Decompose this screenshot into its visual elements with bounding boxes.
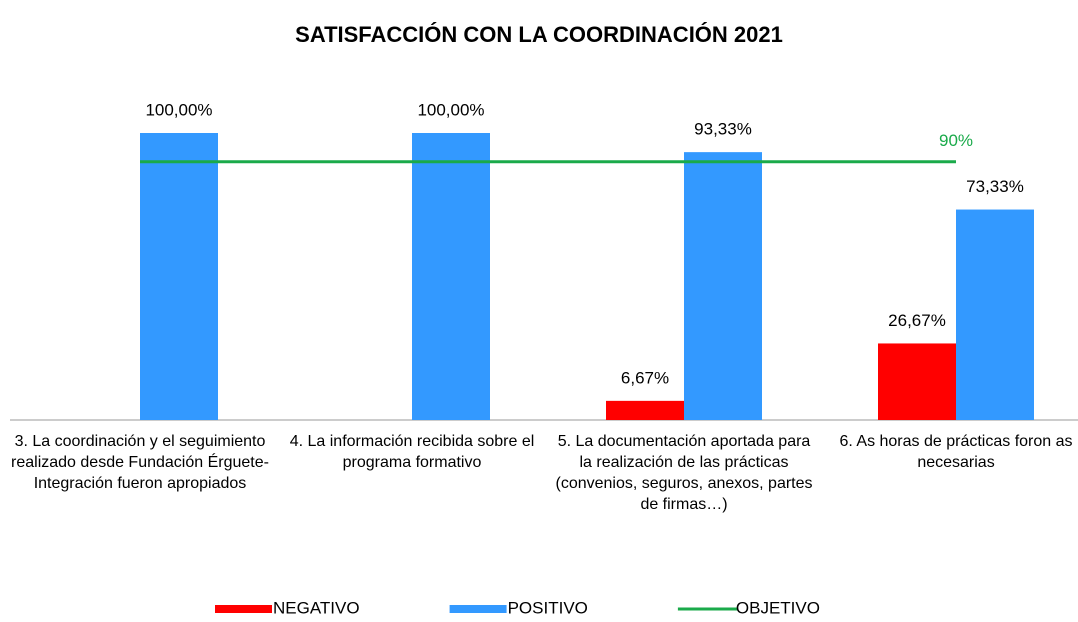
bar bbox=[412, 133, 490, 420]
data-label: 100,00% bbox=[417, 100, 484, 119]
chart-title: SATISFACCIÓN CON LA COORDINACIÓN 2021 bbox=[295, 22, 783, 47]
legend-label: OBJETIVO bbox=[736, 598, 820, 617]
data-label: 73,33% bbox=[966, 177, 1024, 196]
x-tick-label: 4. La información recibida sobre el prog… bbox=[289, 433, 535, 471]
data-label: 100,00% bbox=[145, 100, 212, 119]
data-label: 90% bbox=[939, 131, 973, 150]
x-tick-label: 6. As horas de prácticas foron as necesa… bbox=[839, 433, 1073, 471]
bar bbox=[140, 133, 218, 420]
legend-swatch bbox=[215, 605, 272, 613]
data-label: 6,67% bbox=[621, 368, 669, 387]
x-tick-label: 3. La coordinación y el seguimiento real… bbox=[11, 433, 269, 492]
bar bbox=[956, 209, 1034, 420]
legend-label: POSITIVO bbox=[508, 598, 588, 617]
legend-swatch bbox=[449, 605, 507, 613]
data-label: 26,67% bbox=[888, 311, 946, 330]
data-label: 93,33% bbox=[694, 120, 752, 139]
legend-label: NEGATIVO bbox=[273, 598, 360, 617]
bar bbox=[878, 343, 956, 420]
bar bbox=[606, 400, 684, 420]
x-tick-label: 5. La documentación aportada para la rea… bbox=[555, 433, 813, 513]
bar bbox=[684, 152, 762, 421]
